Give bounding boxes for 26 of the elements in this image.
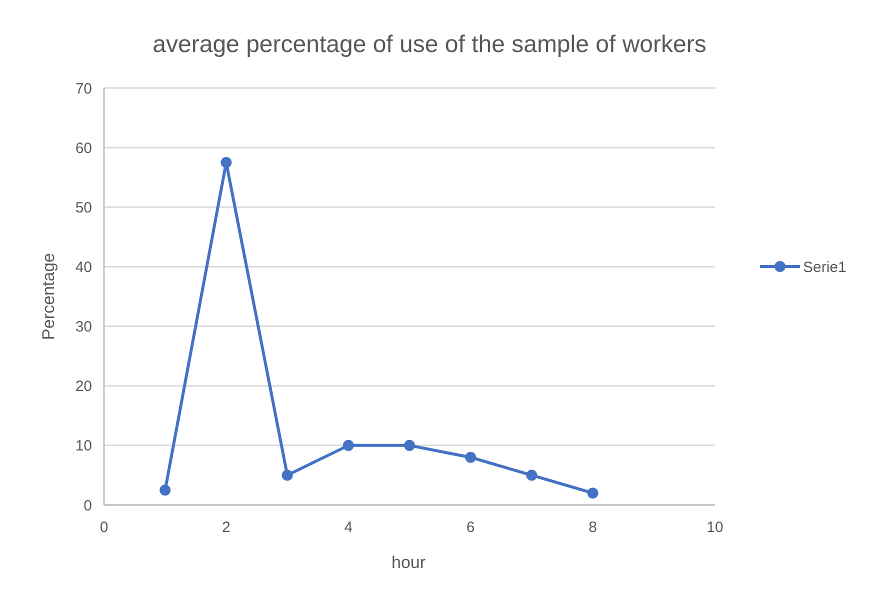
y-axis-title: Percentage: [39, 253, 58, 340]
y-tick-label: 50: [75, 199, 92, 216]
y-tick-label: 30: [75, 318, 92, 336]
point: [526, 470, 538, 481]
point: [282, 470, 293, 481]
y-tick-label: 70: [75, 80, 92, 98]
y-tick-label: 60: [75, 140, 92, 157]
point: [404, 440, 415, 451]
y-tick-label: 40: [75, 258, 92, 276]
y-tick-label: 20: [75, 378, 92, 396]
x-tick-label: 4: [344, 519, 353, 536]
y-tick-label: 0: [84, 497, 92, 514]
x-tick-label: 6: [466, 519, 475, 536]
legend-label: Serie1: [803, 258, 846, 276]
x-tick-label: 2: [222, 519, 230, 536]
x-tick-label: 10: [706, 519, 724, 536]
x-axis-title: hour: [391, 553, 426, 572]
chart-title: average percentage of use of the sample of workers: [152, 31, 706, 58]
point: [342, 440, 354, 451]
x-tick-label: 8: [588, 519, 597, 536]
point: [160, 484, 171, 496]
point: [587, 488, 598, 499]
y-tick-label: 10: [75, 438, 92, 455]
point: [465, 452, 476, 463]
point: [220, 156, 232, 168]
x-tick-label: 0: [100, 519, 108, 536]
